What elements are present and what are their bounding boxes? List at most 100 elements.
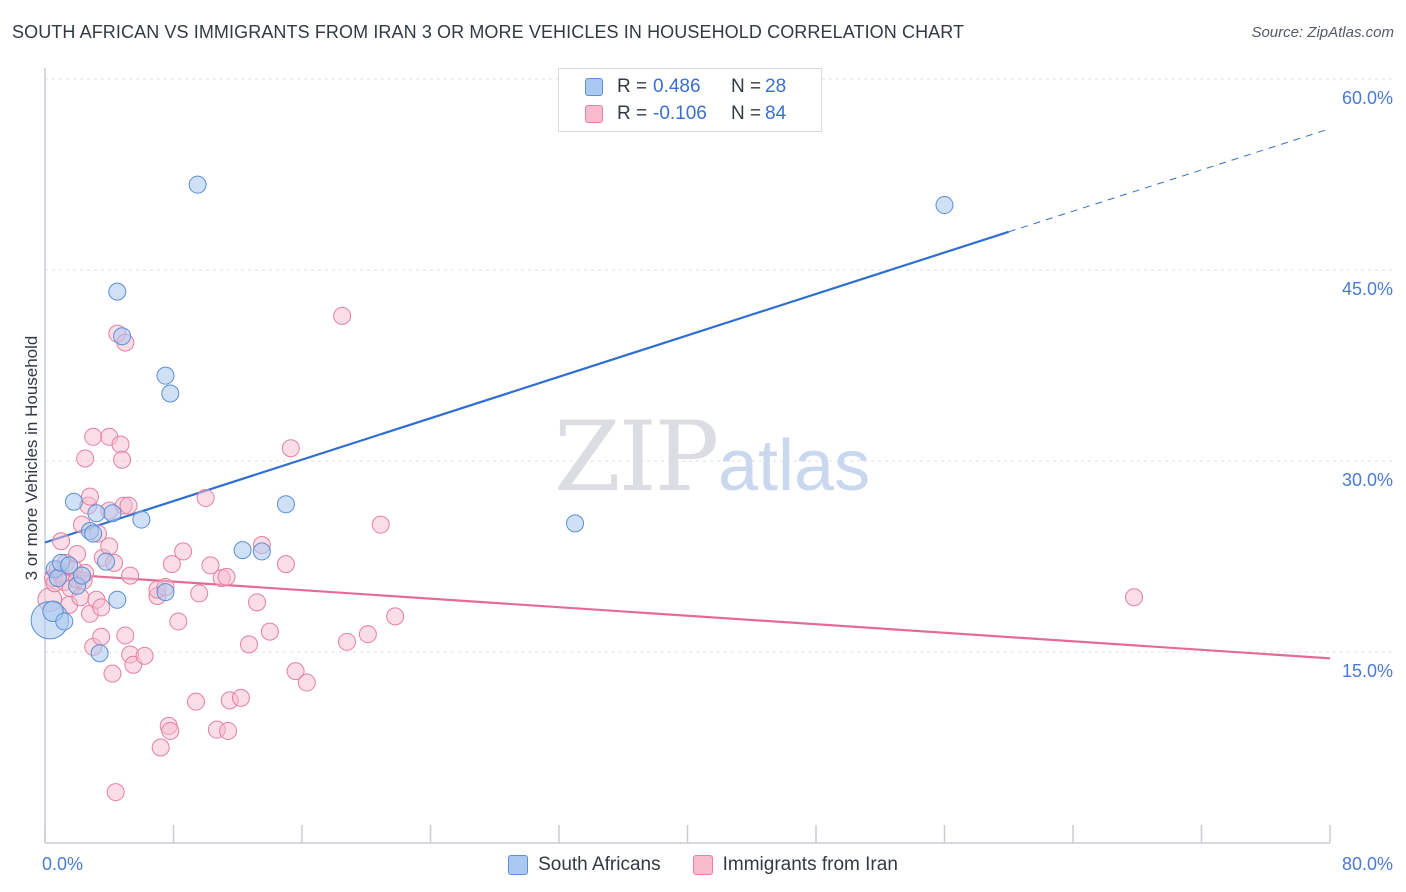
y-tick-label: 45.0%	[1342, 279, 1393, 299]
y-tick-label: 30.0%	[1342, 470, 1393, 490]
point-immigrants-iran	[106, 783, 125, 802]
point-immigrants-iran	[113, 450, 132, 469]
point-immigrants-iran	[276, 555, 295, 574]
legend-row-immigrants-iran: R = -0.106 N = 84	[585, 101, 786, 127]
point-immigrants-iran	[151, 738, 170, 757]
legend-r-value: -0.106	[653, 103, 707, 124]
legend-item-south-africans[interactable]: South Africans	[508, 854, 661, 876]
point-immigrants-iran	[161, 721, 180, 740]
point-south-africans	[276, 495, 295, 514]
y-axis-label: 3 or more Vehicles in Household	[22, 336, 41, 581]
chart-source: Source: ZipAtlas.com	[1251, 24, 1394, 41]
point-immigrants-iran	[333, 306, 352, 325]
point-south-africans	[935, 196, 954, 215]
x-tick-label-max: 80.0%	[1342, 854, 1393, 874]
point-south-africans	[60, 556, 79, 575]
point-immigrants-iran	[174, 542, 193, 561]
point-immigrants-iran	[135, 646, 154, 665]
point-immigrants-iran	[337, 632, 356, 651]
legend-item-immigrants-iran[interactable]: Immigrants from Iran	[692, 854, 898, 876]
watermark-atlas: atlas	[718, 426, 870, 506]
point-immigrants-iran	[231, 688, 250, 707]
point-immigrants-iran	[111, 435, 130, 454]
point-immigrants-iran	[52, 532, 71, 551]
point-south-africans	[72, 566, 91, 585]
point-south-africans	[64, 492, 83, 511]
point-immigrants-iran	[297, 673, 316, 692]
y-tick-label: 60.0%	[1342, 88, 1393, 108]
point-immigrants-iran	[386, 607, 405, 626]
point-south-africans	[156, 583, 175, 602]
point-south-africans	[156, 366, 175, 385]
point-south-africans	[113, 327, 132, 346]
point-immigrants-iran	[76, 449, 95, 468]
point-south-africans	[233, 541, 252, 560]
legend-r-label: R =	[617, 103, 648, 124]
watermark: ZIP atlas	[554, 401, 870, 513]
gridlines	[45, 78, 1392, 653]
point-immigrants-iran	[186, 692, 205, 711]
y-tick-label: 15.0%	[1342, 661, 1393, 681]
point-south-africans	[566, 514, 585, 533]
chart-title: SOUTH AFRICAN VS IMMIGRANTS FROM IRAN 3 …	[12, 22, 965, 42]
legend-swatch-blue	[585, 78, 603, 96]
legend-r-value: 0.486	[653, 76, 701, 97]
point-immigrants-iran	[201, 556, 220, 575]
legend-label: Immigrants from Iran	[722, 854, 898, 875]
point-immigrants-iran	[119, 496, 138, 515]
point-south-africans	[132, 510, 151, 529]
point-immigrants-iran	[217, 567, 236, 586]
point-immigrants-iran	[80, 487, 99, 506]
x-tick-label-min: 0.0%	[42, 854, 83, 874]
legend-swatch-blue	[508, 855, 529, 875]
point-immigrants-iran	[260, 622, 279, 641]
point-immigrants-iran	[169, 612, 188, 631]
point-immigrants-iran	[1125, 588, 1144, 607]
axes	[44, 68, 1331, 844]
point-south-africans	[87, 504, 106, 523]
legend-label: South Africans	[538, 854, 661, 875]
legend-n-label: N =	[731, 103, 762, 124]
scatter-points	[30, 175, 1144, 802]
stats-legend: R = 0.486 N = 28 R = -0.106 N = 84	[558, 68, 822, 132]
point-immigrants-iran	[121, 566, 140, 585]
point-immigrants-iran	[92, 598, 111, 617]
point-immigrants-iran	[358, 625, 377, 644]
point-immigrants-iran	[239, 635, 258, 654]
legend-r-label: R =	[617, 76, 648, 97]
point-immigrants-iran	[371, 515, 390, 534]
point-immigrants-iran	[84, 427, 103, 446]
point-south-africans	[188, 175, 207, 194]
legend-swatch-pink	[692, 855, 713, 875]
point-immigrants-iran	[281, 439, 300, 458]
point-immigrants-iran	[248, 593, 267, 612]
trend-line-immigrants-iran	[44, 571, 1331, 660]
point-south-africans	[84, 524, 103, 543]
watermark-zip: ZIP	[554, 401, 717, 513]
trend-line-extension	[1008, 128, 1331, 233]
point-south-africans	[161, 384, 180, 403]
point-immigrants-iran	[196, 488, 215, 507]
point-south-africans	[108, 590, 127, 609]
series-legend: South Africans Immigrants from Iran	[0, 852, 1406, 878]
point-immigrants-iran	[103, 664, 122, 683]
trend-lines	[44, 128, 1331, 660]
legend-n-value: 28	[765, 76, 787, 97]
point-south-africans	[90, 644, 109, 663]
point-immigrants-iran	[162, 555, 181, 574]
point-immigrants-iran	[190, 584, 209, 603]
legend-n-value: 84	[765, 103, 787, 124]
point-south-africans	[97, 552, 116, 571]
point-south-africans	[108, 282, 127, 301]
point-south-africans	[55, 612, 74, 631]
legend-row-south-africans: R = 0.486 N = 28	[585, 74, 786, 100]
tick-labels: 15.0% 30.0% 45.0% 60.0% 0.0% 80.0% 3 or more V…	[22, 88, 1393, 874]
point-south-africans	[103, 504, 122, 523]
legend-swatch-pink	[585, 105, 603, 123]
point-south-africans	[252, 542, 271, 561]
legend-n-label: N =	[731, 76, 762, 97]
point-immigrants-iran	[92, 627, 111, 646]
point-immigrants-iran	[286, 662, 305, 681]
point-immigrants-iran	[100, 537, 119, 556]
